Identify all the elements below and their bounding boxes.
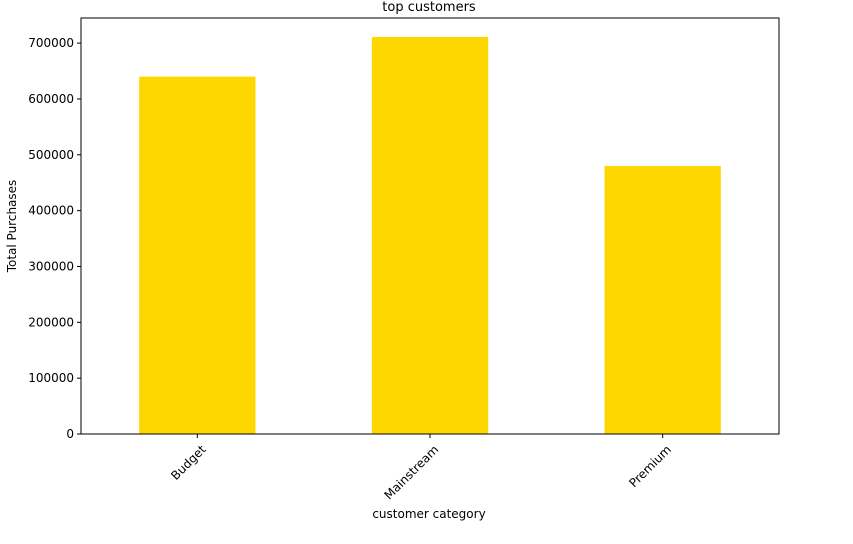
bar-budget: [139, 76, 256, 435]
y-tick-label: 200000: [28, 315, 74, 329]
x-axis-title: customer category: [372, 507, 485, 521]
y-tick-label: 700000: [28, 36, 74, 50]
y-tick-label: 300000: [28, 259, 74, 273]
x-axis: Budget Mainstream Premium: [168, 434, 674, 502]
y-tick-label: 100000: [28, 371, 74, 385]
x-tick-label: Premium: [626, 442, 674, 490]
x-tick-label: Budget: [168, 442, 209, 483]
bar-mainstream: [371, 36, 489, 435]
y-tick-label: 600000: [28, 92, 74, 106]
y-tick-label: 500000: [28, 148, 74, 162]
chart-title: top customers: [382, 0, 476, 15]
y-axis-title: Total Purchases: [5, 180, 19, 274]
y-tick-label: 0: [66, 427, 74, 441]
x-tick-label: Mainstream: [381, 442, 441, 502]
y-tick-label: 400000: [28, 204, 74, 218]
bar-premium: [604, 165, 721, 435]
y-axis: 0 100000 200000 300000 400000 500000 600000 700…: [28, 36, 81, 441]
bars-layer: [139, 36, 721, 435]
